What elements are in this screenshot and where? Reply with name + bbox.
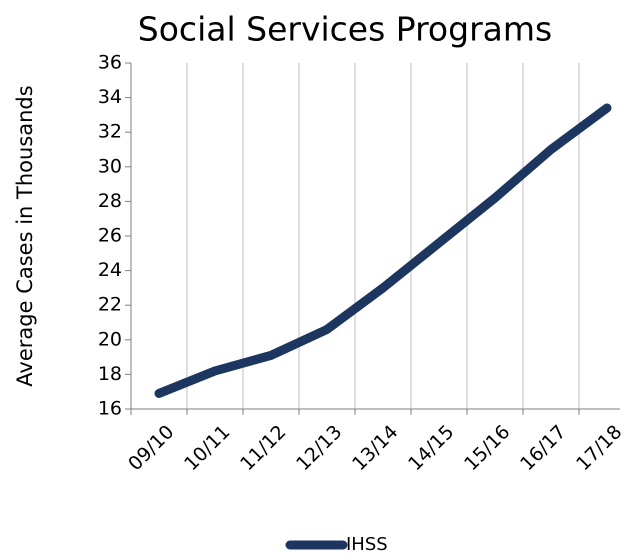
y-tick-label: 26 (98, 225, 122, 247)
y-tick-label: 36 (98, 52, 122, 74)
y-axis-label: Average Cases in Thousands (13, 85, 37, 386)
y-tick-label: 28 (98, 190, 122, 212)
y-tick-label: 16 (98, 398, 122, 420)
chart-title: Social Services Programs (138, 10, 552, 49)
data-line (154, 103, 612, 398)
y-tick-label: 24 (98, 259, 122, 281)
x-tick-label: 09/10 (124, 421, 178, 475)
x-tick-label: 15/16 (460, 421, 514, 475)
x-tick-label: 10/11 (180, 421, 234, 475)
x-tick-label: 16/17 (516, 421, 570, 475)
x-tick-label: 14/15 (404, 421, 458, 475)
y-tick-label: 34 (98, 86, 122, 108)
y-tick-label: 30 (98, 155, 122, 177)
y-tick-label: 20 (98, 328, 122, 350)
x-tick-label: 17/18 (572, 421, 624, 475)
legend-label: IHSS (346, 534, 388, 555)
y-tick-label: 18 (98, 363, 122, 385)
x-tick-label: 11/12 (236, 421, 290, 475)
y-tick-label: 22 (98, 294, 122, 316)
x-tick-label: 12/13 (292, 421, 346, 475)
y-tick-label: 32 (98, 121, 122, 143)
x-tick-label: 13/14 (348, 421, 402, 475)
